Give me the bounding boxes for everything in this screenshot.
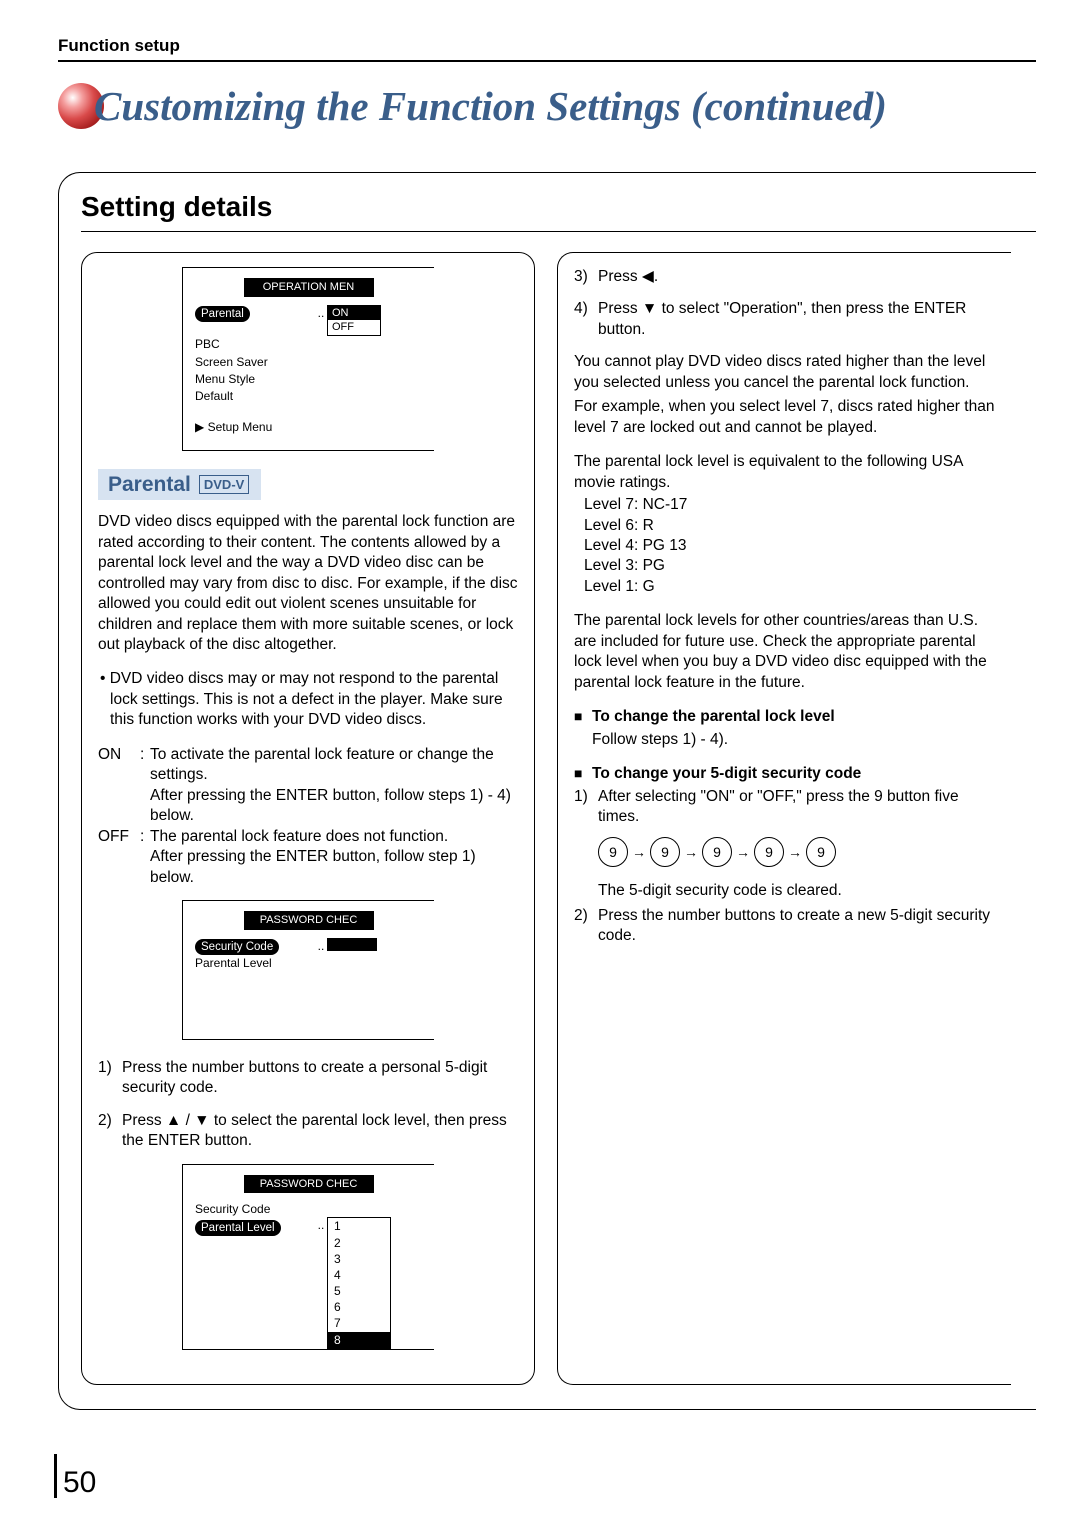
page-title: Customizing the Function Settings (conti… bbox=[94, 82, 887, 130]
operation-menu: OPERATION MEN Parental .. ON OFF bbox=[182, 267, 434, 451]
page-number-box: 50 bbox=[54, 1454, 96, 1498]
arrow-icon: → bbox=[684, 843, 698, 861]
top-rule bbox=[58, 60, 1036, 62]
parental-banner: Parental DVD-V bbox=[98, 469, 261, 501]
arrow-icon: → bbox=[736, 843, 750, 861]
option-off: OFF bbox=[328, 320, 380, 335]
on-text-2: After pressing the ENTER button, follow … bbox=[98, 786, 518, 827]
menu-item-pbc: PBC bbox=[195, 336, 315, 353]
menu-item-parental: Parental bbox=[195, 306, 250, 323]
level-8: 8 bbox=[328, 1332, 390, 1348]
level-2: 2 bbox=[328, 1235, 390, 1251]
section-heading: Setting details bbox=[81, 191, 1036, 223]
section-rule bbox=[81, 231, 1036, 232]
off-text-2: After pressing the ENTER button, follow … bbox=[98, 847, 518, 888]
setup-menu-link: ▶ Setup Menu bbox=[195, 420, 422, 436]
level-1: 1 bbox=[328, 1218, 390, 1234]
on-off-block: ON : To activate the parental lock featu… bbox=[98, 745, 518, 888]
rating-4: Level 4: PG 13 bbox=[584, 536, 995, 556]
pw2-parental-level: Parental Level bbox=[195, 1220, 281, 1237]
on-tag: ON bbox=[98, 745, 140, 786]
right-p2: For example, when you select level 7, di… bbox=[574, 397, 995, 438]
level-3: 3 bbox=[328, 1251, 390, 1267]
right-p1: You cannot play DVD video discs rated hi… bbox=[574, 352, 995, 393]
dvd-v-badge: DVD-V bbox=[199, 475, 249, 494]
menu-item-screensaver: Screen Saver bbox=[195, 354, 315, 371]
change-code-heading: ■ To change your 5-digit security code bbox=[574, 764, 995, 784]
pw1-parental-level: Parental Level bbox=[195, 955, 315, 972]
nine-2: 9 bbox=[650, 837, 680, 867]
rating-1: Level 1: G bbox=[584, 577, 995, 597]
step-1: 1) Press the number buttons to create a … bbox=[98, 1058, 518, 1099]
menu-item-menustyle: Menu Style bbox=[195, 371, 315, 388]
password-menu-1: PASSWORD CHEC Security Code .. Parental … bbox=[182, 900, 434, 1040]
step-4: 4) Press ▼ to select "Operation", then p… bbox=[574, 299, 995, 340]
rating-3: Level 3: PG bbox=[584, 556, 995, 576]
password-menu-1-title: PASSWORD CHEC bbox=[244, 911, 374, 930]
nine-1: 9 bbox=[598, 837, 628, 867]
step-3: 3) Press ◀. bbox=[574, 267, 995, 287]
pw2-security-code: Security Code bbox=[195, 1201, 315, 1218]
nine-sequence: 9 → 9 → 9 → 9 → 9 bbox=[598, 837, 995, 867]
password-menu-2: PASSWORD CHEC Security Code Parental Lev… bbox=[182, 1164, 434, 1350]
function-setup-label: Function setup bbox=[58, 36, 1036, 56]
on-text-1: To activate the parental lock feature or… bbox=[150, 745, 518, 786]
menu-item-default: Default bbox=[195, 388, 315, 405]
operation-menu-title: OPERATION MEN bbox=[244, 278, 374, 297]
selector-mark: .. bbox=[315, 305, 327, 337]
parental-intro: DVD video discs equipped with the parent… bbox=[98, 512, 518, 655]
off-text-1: The parental lock feature does not funct… bbox=[150, 827, 518, 847]
level-5: 5 bbox=[328, 1283, 390, 1299]
level-list: 1 2 3 4 5 6 7 8 bbox=[327, 1217, 391, 1349]
title-row: Customizing the Function Settings (conti… bbox=[58, 82, 1036, 130]
arrow-icon: → bbox=[788, 843, 802, 861]
right-column: 3) Press ◀. 4) Press ▼ to select "Operat… bbox=[557, 252, 1011, 1385]
rating-6: Level 6: R bbox=[584, 516, 995, 536]
right-p3: The parental lock levels for other count… bbox=[574, 611, 995, 693]
parental-note: • DVD video discs may or may not respond… bbox=[98, 669, 518, 730]
outer-frame: Setting details OPERATION MEN Parental .… bbox=[58, 172, 1036, 1410]
option-box: ON OFF bbox=[327, 305, 381, 337]
parental-label: Parental bbox=[108, 471, 191, 499]
page-number: 50 bbox=[63, 1468, 96, 1498]
nine-4: 9 bbox=[754, 837, 784, 867]
pw1-security-code: Security Code bbox=[195, 939, 279, 956]
level-4: 4 bbox=[328, 1267, 390, 1283]
change-code-step-1: 1) After selecting "ON" or "OFF," press … bbox=[574, 787, 995, 828]
pw1-input bbox=[327, 938, 377, 951]
change-code-step-2: 2) Press the number buttons to create a … bbox=[574, 906, 995, 947]
pw2-selector: .. bbox=[315, 1201, 327, 1234]
password-menu-2-title: PASSWORD CHEC bbox=[244, 1175, 374, 1194]
left-column: OPERATION MEN Parental .. ON OFF bbox=[81, 252, 535, 1385]
ratings-intro: The parental lock level is equivalent to… bbox=[574, 452, 995, 493]
nine-3: 9 bbox=[702, 837, 732, 867]
nine-5: 9 bbox=[806, 837, 836, 867]
page-bar bbox=[54, 1454, 57, 1498]
level-6: 6 bbox=[328, 1299, 390, 1315]
off-tag: OFF bbox=[98, 827, 140, 847]
change-level-heading: ■ To change the parental lock level bbox=[574, 707, 995, 727]
arrow-icon: → bbox=[632, 843, 646, 861]
rating-7: Level 7: NC-17 bbox=[584, 495, 995, 515]
level-7: 7 bbox=[328, 1315, 390, 1331]
option-on: ON bbox=[328, 306, 380, 321]
change-level-text: Follow steps 1) - 4). bbox=[574, 730, 995, 750]
ratings-list: Level 7: NC-17 Level 6: R Level 4: PG 13… bbox=[574, 495, 995, 597]
pw1-selector: .. bbox=[315, 938, 327, 956]
step-2: 2) Press ▲ / ▼ to select the parental lo… bbox=[98, 1111, 518, 1152]
code-cleared: The 5-digit security code is cleared. bbox=[574, 881, 995, 901]
